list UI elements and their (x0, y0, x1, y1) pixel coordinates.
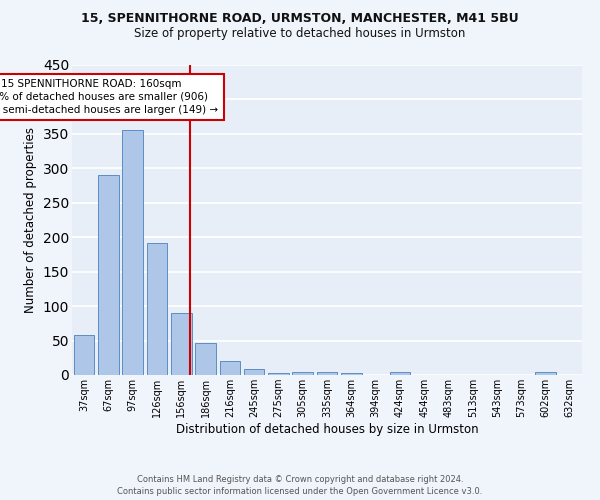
Bar (292, 372, 313, 375)
Bar (244, 369, 265, 375)
Bar (268, 373, 289, 375)
Bar (171, 313, 191, 375)
Bar (122, 130, 143, 375)
Bar (535, 372, 556, 375)
X-axis label: Distribution of detached houses by size in Urmston: Distribution of detached houses by size … (176, 423, 478, 436)
Bar (220, 360, 240, 375)
Bar (317, 372, 337, 375)
Bar (195, 344, 216, 375)
Text: 15, SPENNITHORNE ROAD, URMSTON, MANCHESTER, M41 5BU: 15, SPENNITHORNE ROAD, URMSTON, MANCHEST… (81, 12, 519, 26)
Bar (98, 175, 119, 375)
Bar (74, 335, 94, 375)
Bar (389, 372, 410, 375)
Text: 15 SPENNITHORNE ROAD: 160sqm
← 85% of detached houses are smaller (906)
14% of s: 15 SPENNITHORNE ROAD: 160sqm ← 85% of de… (0, 79, 218, 115)
Text: Size of property relative to detached houses in Urmston: Size of property relative to detached ho… (134, 28, 466, 40)
Bar (146, 242, 167, 375)
Y-axis label: Number of detached properties: Number of detached properties (24, 127, 37, 313)
Text: Contains HM Land Registry data © Crown copyright and database right 2024.
Contai: Contains HM Land Registry data © Crown c… (118, 474, 482, 496)
Bar (341, 373, 362, 375)
